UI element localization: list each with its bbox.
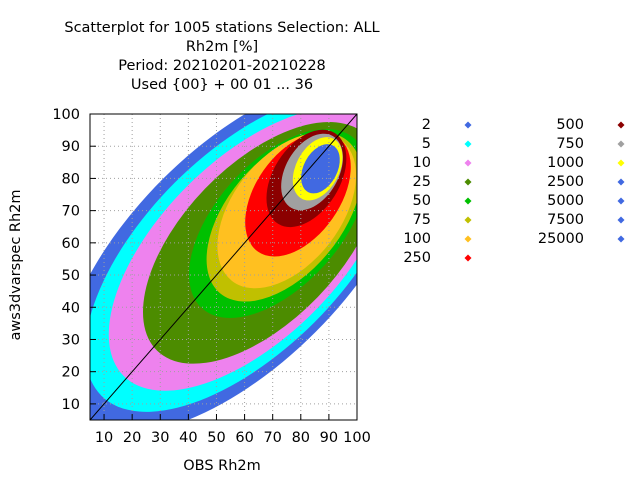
legend-entry-250: 250 xyxy=(403,250,472,266)
legend-entry-5000: 5000 xyxy=(547,193,625,209)
legend-entry-750: 750 xyxy=(556,136,625,152)
legend-marker xyxy=(617,121,625,129)
legend-label: 250 xyxy=(403,250,431,266)
legend-label: 2500 xyxy=(547,174,584,190)
legend-marker xyxy=(617,197,625,205)
legend-entry-2500: 2500 xyxy=(547,174,625,190)
legend-label: 5000 xyxy=(547,193,584,209)
legend-marker xyxy=(464,235,472,243)
plot-border xyxy=(89,113,358,421)
legend-label: 1000 xyxy=(547,155,584,171)
legend-label: 25 xyxy=(413,174,431,190)
chart-title-line-2: Rh2m [%] xyxy=(186,39,258,55)
diagonal-line xyxy=(90,114,357,420)
legend-label: 500 xyxy=(556,117,584,133)
legend-marker xyxy=(464,254,472,262)
legend-marker xyxy=(617,178,625,186)
legend-marker xyxy=(617,216,625,224)
legend-entry-75: 75 xyxy=(413,212,472,228)
y-tick-label: 10 xyxy=(62,397,80,413)
x-tick-label: 80 xyxy=(292,430,310,446)
y-tick-label: 100 xyxy=(52,107,80,123)
legend-marker xyxy=(464,197,472,205)
x-tick-label: 70 xyxy=(263,430,281,446)
legend-label: 2 xyxy=(422,117,431,133)
y-axis-label: aws3dvarspec Rh2m xyxy=(8,189,24,340)
x-tick-label: 20 xyxy=(123,430,141,446)
legend-label: 750 xyxy=(556,136,584,152)
legend-label: 5 xyxy=(422,136,431,152)
legend-marker xyxy=(617,140,625,148)
chart-title-line-1: Scatterplot for 1005 stations Selection:… xyxy=(64,20,379,36)
x-axis-label: OBS Rh2m xyxy=(183,458,261,474)
legend-entry-2: 2 xyxy=(422,117,472,133)
y-tick-label: 90 xyxy=(62,139,80,155)
legend-label: 25000 xyxy=(538,231,584,247)
legend-marker xyxy=(464,159,472,167)
legend-entry-50: 50 xyxy=(413,193,472,209)
legend-entry-1000: 1000 xyxy=(547,155,625,171)
x-tick-label: 90 xyxy=(320,430,338,446)
legend-entry-100: 100 xyxy=(403,231,472,247)
x-tick-label: 100 xyxy=(343,430,371,446)
legend-marker xyxy=(464,121,472,129)
density-band-2500 xyxy=(301,144,340,194)
y-tick-label: 20 xyxy=(62,365,80,381)
legend-marker xyxy=(464,178,472,186)
data-points xyxy=(90,114,357,420)
legend-marker xyxy=(617,159,625,167)
y-tick-label: 40 xyxy=(62,300,80,316)
legend-entry-25000: 25000 xyxy=(538,231,625,247)
y-tick-label: 30 xyxy=(62,332,80,348)
x-tick-label: 30 xyxy=(151,430,169,446)
legend-marker xyxy=(464,216,472,224)
x-tick-label: 10 xyxy=(95,430,113,446)
legend-entry-7500: 7500 xyxy=(547,212,625,228)
legend-marker xyxy=(464,140,472,148)
y-tick-label: 80 xyxy=(62,171,80,187)
chart-title-line-3: Period: 20210201-20210228 xyxy=(118,58,326,74)
legend-label: 75 xyxy=(413,212,431,228)
x-tick-label: 50 xyxy=(207,430,225,446)
legend-label: 7500 xyxy=(547,212,584,228)
y-tick-label: 50 xyxy=(62,268,80,284)
legend: 2510255075100250500750100025005000750025… xyxy=(403,117,625,266)
legend-marker xyxy=(617,235,625,243)
chart-title-line-4: Used {00} + 00 01 ... 36 xyxy=(131,77,313,93)
plot-area: 10 20 30 40 50 60 70 80 90 100 10 20 30 40 50 60 70 80 90 1… xyxy=(52,107,371,446)
y-tick-label: 60 xyxy=(62,236,80,252)
legend-entry-500: 500 xyxy=(556,117,625,133)
legend-label: 100 xyxy=(403,231,431,247)
legend-entry-25: 25 xyxy=(413,174,472,190)
legend-entry-10: 10 xyxy=(413,155,472,171)
legend-label: 10 xyxy=(413,155,431,171)
legend-label: 50 xyxy=(413,193,431,209)
y-tick-label: 70 xyxy=(62,204,80,220)
x-tick-label: 40 xyxy=(179,430,197,446)
legend-entry-5: 5 xyxy=(422,136,472,152)
x-tick-label: 60 xyxy=(235,430,253,446)
